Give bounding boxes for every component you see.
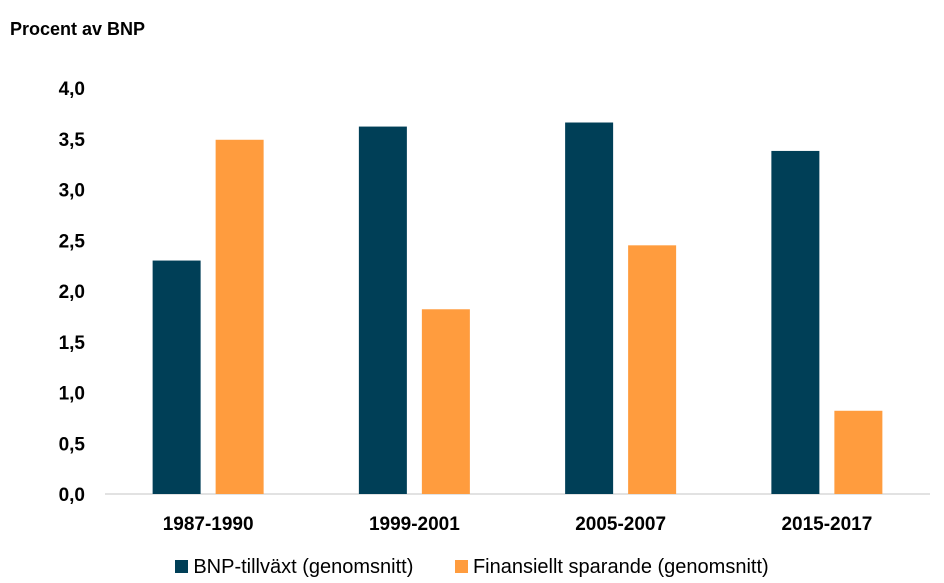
y-tick-label: 0,0 xyxy=(59,485,85,506)
y-tick-label: 2,5 xyxy=(59,231,86,252)
legend-swatch-bnp xyxy=(175,560,189,573)
legend-label-sparande: Finansiellt sparande (genomsnitt) xyxy=(472,556,769,578)
bar-sparande-1999-2001 xyxy=(421,309,470,494)
y-tick-label: 3,5 xyxy=(59,130,86,151)
y-tick-label: 3,0 xyxy=(59,181,85,202)
y-tick-label: 0,5 xyxy=(59,434,86,455)
legend-label-bnp: BNP-tillväxt (genomsnitt) xyxy=(193,556,414,578)
bar-bnp-2015-2017 xyxy=(771,150,820,494)
y-tick-label: 1,5 xyxy=(59,333,86,354)
x-tick-label: 1987-1990 xyxy=(163,514,254,535)
y-tick-label: 2,0 xyxy=(59,282,85,303)
legend-item-sparande: Finansiellt sparande (genomsnitt) xyxy=(454,556,769,579)
x-tick-label: 1999-2001 xyxy=(369,514,460,535)
x-tick-labels: 1987-1990 1999-2001 2005-2007 2015-2017 xyxy=(163,514,873,535)
legend: BNP-tillväxt (genomsnitt) Finansiellt sp… xyxy=(0,556,944,579)
bar-sparande-2005-2007 xyxy=(628,245,677,494)
y-tick-label: 4,0 xyxy=(59,79,85,100)
legend-swatch-sparande xyxy=(454,560,468,573)
bar-bnp-2005-2007 xyxy=(565,122,614,494)
x-tick-label: 2015-2017 xyxy=(781,514,872,535)
bar-bnp-1999-2001 xyxy=(358,126,407,494)
bar-bnp-1987-1990 xyxy=(152,260,201,494)
y-tick-labels: 0,0 0,5 1,0 1,5 2,0 2,5 3,0 3,5 4,0 xyxy=(59,79,86,506)
x-tick-label: 2005-2007 xyxy=(575,514,666,535)
legend-item-bnp: BNP-tillväxt (genomsnitt) xyxy=(175,556,413,579)
bar-sparande-1987-1990 xyxy=(215,139,264,494)
bars xyxy=(152,122,883,494)
y-axis-label: Procent av BNP xyxy=(10,19,146,39)
bar-sparande-2015-2017 xyxy=(834,410,883,494)
y-tick-label: 1,0 xyxy=(59,384,85,405)
